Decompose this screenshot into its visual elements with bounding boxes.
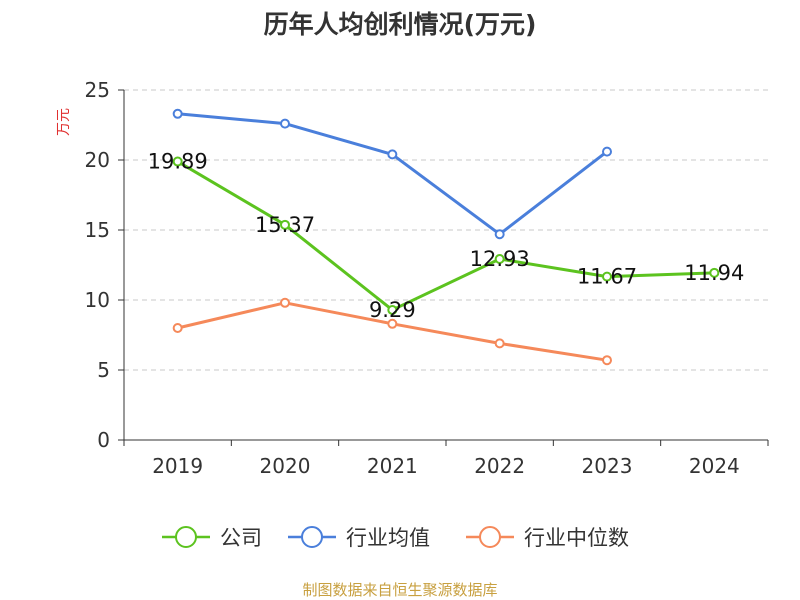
data-point[interactable] xyxy=(494,253,505,264)
data-label: 9.29 xyxy=(369,298,416,322)
y-tick-label: 10 xyxy=(85,288,110,312)
x-tick-label: 2019 xyxy=(152,454,203,478)
data-point[interactable] xyxy=(172,108,183,119)
data-label: 11.94 xyxy=(684,261,744,285)
legend-marker xyxy=(479,526,501,548)
x-tick-label: 2022 xyxy=(474,454,525,478)
legend-label: 公司 xyxy=(220,526,262,550)
y-tick-label: 5 xyxy=(97,358,110,382)
series-line xyxy=(177,112,608,236)
x-tick-label: 2024 xyxy=(689,454,740,478)
data-point[interactable] xyxy=(280,297,290,308)
grid-lines xyxy=(124,89,768,371)
axes: 0 5 10 15 20 25 2019 2020 2021 2022 2023 2024 xyxy=(85,78,769,478)
data-label: 19.89 xyxy=(148,150,208,174)
data-labels: 19.89 15.37 9.29 12.93 11.67 11.94 xyxy=(148,150,745,322)
data-point[interactable] xyxy=(602,355,612,366)
series-line xyxy=(176,160,715,312)
legend-label: 行业均值 xyxy=(346,526,430,550)
y-axis-label: 万元 xyxy=(56,108,72,136)
x-tick-label: 2021 xyxy=(367,454,418,478)
series-1 xyxy=(172,108,612,240)
data-point[interactable] xyxy=(387,304,398,315)
series-0 xyxy=(172,156,720,315)
legend-item-0[interactable]: 公司 xyxy=(162,526,262,550)
data-point[interactable] xyxy=(172,323,183,333)
legend-label: 行业中位数 xyxy=(524,526,629,550)
data-point[interactable] xyxy=(387,318,398,329)
data-label: 12.93 xyxy=(470,247,530,271)
y-tick-label: 15 xyxy=(85,218,110,242)
data-point[interactable] xyxy=(280,219,290,230)
data-label: 11.67 xyxy=(577,265,637,289)
x-tick-label: 2020 xyxy=(260,454,311,478)
legend-marker xyxy=(175,526,197,548)
legend[interactable]: 公司 行业均值 行业中位数 xyxy=(162,526,629,550)
legend-item-1[interactable]: 行业均值 xyxy=(288,526,430,550)
data-point[interactable] xyxy=(709,267,720,278)
data-point[interactable] xyxy=(172,156,183,167)
legend-item-2[interactable]: 行业中位数 xyxy=(466,526,629,550)
series-group xyxy=(172,108,720,366)
x-tick-label: 2023 xyxy=(582,454,633,478)
data-point[interactable] xyxy=(602,271,612,282)
series-2 xyxy=(172,297,612,366)
data-point[interactable] xyxy=(494,229,505,240)
data-point[interactable] xyxy=(280,118,290,129)
data-label: 15.37 xyxy=(255,213,315,237)
data-point[interactable] xyxy=(602,146,612,157)
chart-title: 历年人均创利情况(万元) xyxy=(264,10,537,39)
source-note: 制图数据来自恒生聚源数据库 xyxy=(302,581,497,599)
legend-marker xyxy=(301,526,323,548)
y-tick-label: 20 xyxy=(85,148,110,172)
y-tick-label: 0 xyxy=(97,428,110,452)
data-point[interactable] xyxy=(387,149,398,160)
y-tick-label: 25 xyxy=(85,78,110,102)
data-point[interactable] xyxy=(494,338,505,349)
